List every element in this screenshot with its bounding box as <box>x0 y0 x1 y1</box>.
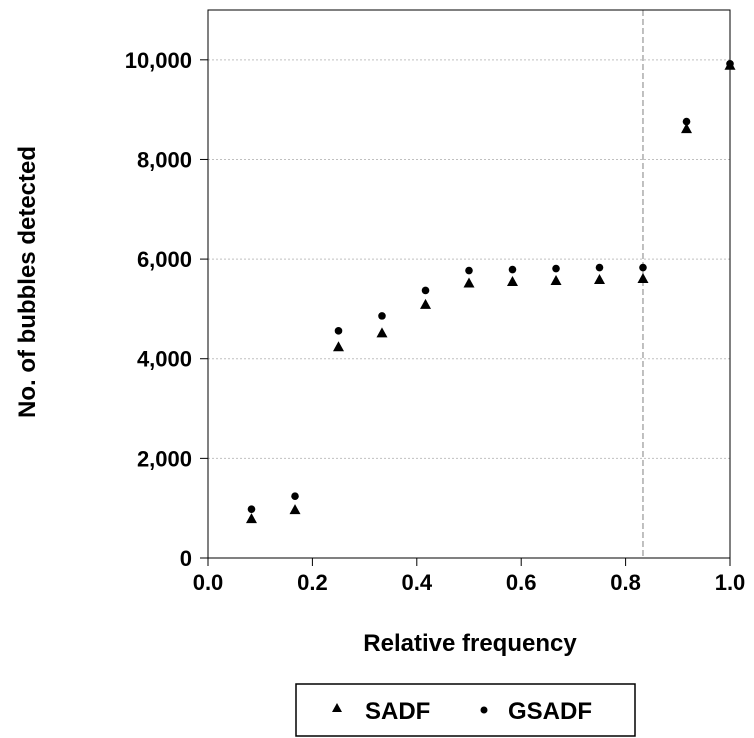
legend-box <box>295 683 636 737</box>
y-tick-label: 6,000 <box>137 247 192 272</box>
sadf-point <box>245 513 257 524</box>
y-tick-label: 8,000 <box>137 147 192 172</box>
legend-sadf-label: SADF <box>365 698 430 725</box>
sadf-point <box>594 274 605 285</box>
gsadf-point <box>726 60 734 68</box>
legend-gsadf-label: GSADF <box>508 698 592 725</box>
legend: SADF GSADF <box>295 683 636 737</box>
gsadf-point <box>421 286 430 295</box>
sadf-point <box>289 504 301 515</box>
x-tick-label: 0.4 <box>402 570 433 595</box>
y-axis-title: No. of bubbles detected <box>14 146 41 418</box>
sadf-point <box>637 273 649 284</box>
x-tick-label: 0.8 <box>610 570 641 595</box>
x-tick-label: 0.6 <box>506 570 537 595</box>
sadf-point <box>506 276 518 287</box>
gsadf-point <box>334 327 343 335</box>
grid-lines <box>208 59 730 459</box>
sadf-point <box>420 298 432 309</box>
plot-area-frame <box>207 9 731 559</box>
x-tick-label: 1.0 <box>715 570 746 595</box>
legend-gsadf-marker <box>480 706 488 714</box>
sadf-point <box>376 327 388 338</box>
y-tick-label: 4,000 <box>137 347 192 372</box>
sadf-point <box>333 341 344 352</box>
x-axis-title: Relative frequency <box>363 630 577 657</box>
sadf-point <box>550 275 562 286</box>
gsadf-point <box>291 492 299 501</box>
legend-sadf-marker <box>332 703 342 712</box>
gsadf-point <box>639 263 647 272</box>
gsadf-point <box>247 505 256 513</box>
x-tick-label: 0.0 <box>193 570 224 595</box>
gsadf-point <box>552 264 560 273</box>
gsadf-point <box>682 117 691 126</box>
y-tick-label: 10,000 <box>125 48 192 73</box>
gsadf-point <box>508 265 517 274</box>
gsadf-point <box>465 266 473 275</box>
x-tick-label: 0.2 <box>297 570 328 595</box>
y-tick-label: 2,000 <box>137 446 192 471</box>
gsadf-point <box>595 263 604 272</box>
gsadf-point <box>378 312 386 320</box>
sadf-point <box>681 123 693 134</box>
sadf-point <box>463 277 475 288</box>
y-tick-label: 0 <box>180 546 192 571</box>
axis-ticks: 0 2,000 4,000 6,000 8,000 10,000 0.0 0.2 0.4 0.6 0… <box>125 48 746 595</box>
data-points <box>245 59 736 524</box>
